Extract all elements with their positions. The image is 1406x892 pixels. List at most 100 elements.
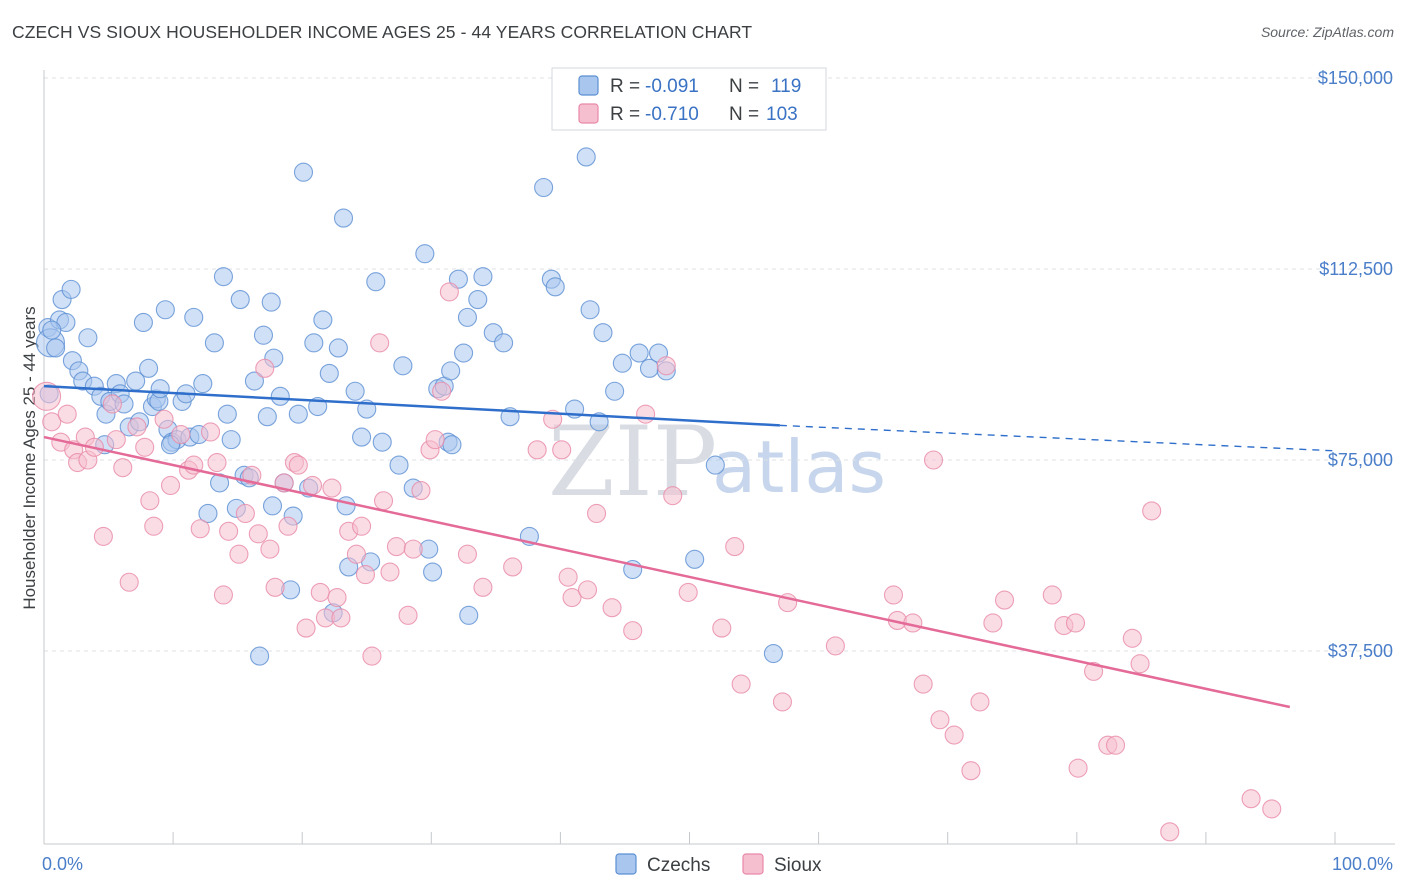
czech-point bbox=[333, 208, 354, 228]
correlation-legend: R = -0.091 N = 119 R = -0.710 N = 103 bbox=[551, 67, 827, 131]
sioux-point bbox=[1241, 789, 1261, 809]
czech-point bbox=[589, 412, 609, 432]
sioux-point bbox=[106, 430, 126, 450]
czech-point bbox=[454, 343, 474, 363]
source-credit: Source: ZipAtlas.com bbox=[1260, 24, 1394, 40]
sioux-point bbox=[602, 598, 622, 618]
sioux-point bbox=[1065, 613, 1086, 633]
sioux-point bbox=[171, 424, 191, 445]
sioux-point bbox=[229, 544, 249, 564]
sioux-point bbox=[322, 478, 342, 498]
sioux-point bbox=[362, 646, 382, 666]
sioux-point bbox=[370, 333, 390, 353]
legend-r-label: R = bbox=[610, 76, 640, 97]
czech-point bbox=[46, 338, 66, 358]
czech-point bbox=[133, 312, 153, 333]
sioux-point bbox=[731, 674, 751, 694]
sioux-point bbox=[961, 761, 981, 781]
sioux-point bbox=[712, 618, 732, 638]
czech-point bbox=[184, 307, 204, 327]
legend-n-label: N = bbox=[729, 104, 759, 125]
sioux-point bbox=[1105, 735, 1126, 755]
series-legend-swatch-sioux bbox=[742, 853, 764, 875]
czech-point bbox=[304, 333, 324, 353]
sioux-point bbox=[1262, 799, 1282, 819]
czech-point bbox=[345, 381, 365, 401]
sioux-point bbox=[473, 577, 493, 597]
legend-n-value: 119 bbox=[771, 76, 801, 97]
czech-point bbox=[250, 646, 270, 666]
x-tick-label-max: 100.0% bbox=[1332, 854, 1393, 874]
sioux-point bbox=[32, 381, 62, 411]
sioux-point bbox=[994, 590, 1015, 610]
sioux-point bbox=[200, 422, 221, 442]
sioux-point bbox=[93, 526, 113, 546]
czech-point bbox=[78, 328, 98, 348]
czech-point bbox=[605, 381, 625, 401]
sioux-point bbox=[386, 537, 406, 557]
czech-point bbox=[257, 407, 277, 427]
czech-point bbox=[473, 267, 493, 287]
sioux-point bbox=[310, 582, 330, 602]
sioux-point bbox=[586, 503, 607, 524]
sioux-point bbox=[663, 486, 683, 506]
czech-point bbox=[328, 338, 348, 358]
sioux-point bbox=[57, 404, 77, 424]
czech-point bbox=[705, 455, 725, 475]
grid bbox=[44, 77, 1395, 652]
czechs-points bbox=[35, 147, 783, 666]
czech-point bbox=[459, 605, 479, 625]
czech-point bbox=[580, 300, 600, 320]
czech-point bbox=[150, 379, 170, 399]
sioux-point bbox=[302, 475, 323, 496]
czech-point bbox=[230, 290, 250, 310]
sioux-point bbox=[439, 282, 459, 302]
czechs-trend-line bbox=[43, 384, 780, 427]
sioux-point bbox=[1084, 661, 1104, 681]
series-legend-czechs: Czechs bbox=[647, 855, 710, 876]
sioux-point bbox=[678, 582, 698, 602]
sioux-point bbox=[331, 608, 351, 628]
czech-point bbox=[244, 371, 264, 391]
czech-point bbox=[293, 162, 314, 182]
sioux-point bbox=[242, 465, 262, 485]
sioux-point bbox=[403, 539, 423, 559]
sioux-point bbox=[102, 394, 122, 414]
czech-point bbox=[270, 386, 290, 406]
sioux-point bbox=[562, 587, 582, 608]
legend-r-value: -0.710 bbox=[645, 104, 699, 125]
czech-point bbox=[441, 361, 461, 381]
sioux-point bbox=[355, 565, 376, 585]
czech-point bbox=[366, 272, 386, 292]
legend-r-value: -0.091 bbox=[645, 76, 699, 97]
sioux-point bbox=[577, 580, 598, 600]
legend-n-label: N = bbox=[729, 76, 759, 97]
sioux-point bbox=[656, 356, 676, 376]
y-axis-label: Householder Income Ages 25 - 44 years bbox=[20, 306, 39, 609]
sioux-point bbox=[127, 417, 147, 437]
czech-point bbox=[393, 356, 413, 376]
sioux-point bbox=[503, 557, 523, 577]
sioux-point bbox=[543, 409, 563, 429]
y-tick-label: $150,000 bbox=[1318, 68, 1393, 88]
czech-point bbox=[593, 323, 613, 343]
sioux-point bbox=[113, 458, 133, 478]
sioux-point bbox=[255, 358, 275, 378]
sioux-point bbox=[970, 692, 990, 712]
czech-point bbox=[612, 353, 632, 373]
sioux-point bbox=[327, 587, 347, 608]
czech-point bbox=[319, 363, 339, 383]
sioux-point bbox=[913, 674, 933, 694]
czech-point bbox=[352, 427, 372, 447]
y-tick-label: $37,500 bbox=[1328, 641, 1393, 661]
sioux-point bbox=[346, 544, 366, 564]
czech-point bbox=[313, 310, 333, 330]
sioux-point bbox=[260, 539, 280, 559]
x-tick-label-min: 0.0% bbox=[42, 854, 83, 874]
sioux-point bbox=[558, 567, 578, 587]
sioux-point bbox=[288, 455, 308, 475]
sioux-point bbox=[923, 450, 944, 470]
sioux-point bbox=[119, 572, 139, 592]
sioux-point bbox=[930, 710, 950, 730]
